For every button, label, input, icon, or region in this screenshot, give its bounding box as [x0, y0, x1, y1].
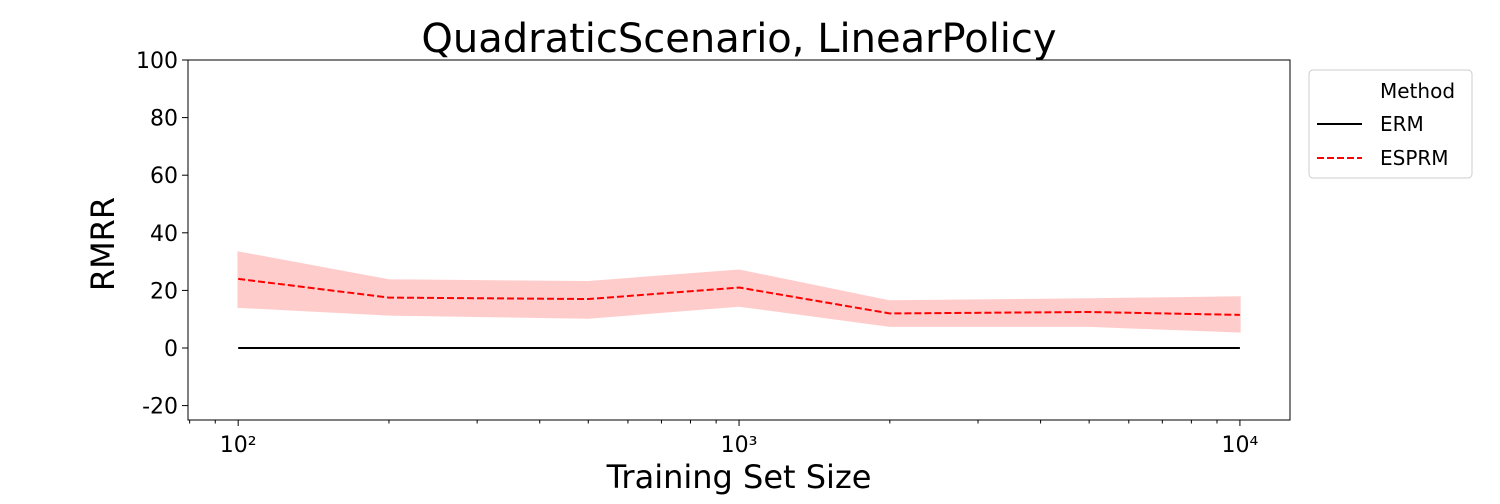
line	[238, 277, 1240, 316]
x-tick-label: 10²	[220, 433, 257, 458]
y-tick-label: 100	[136, 49, 178, 74]
legend-label: ESPRM	[1380, 146, 1449, 170]
y-axis-label: RMRR	[84, 197, 122, 291]
chart-title: QuadraticScenario, LinearPolicy	[421, 16, 1056, 62]
x-axis-label: Training Set Size	[606, 458, 872, 496]
x-tick-label: 10⁴	[1222, 433, 1259, 458]
confidence-band	[237, 251, 1241, 333]
y-tick-label: 80	[150, 107, 178, 132]
y-tick-label: 60	[150, 164, 178, 189]
y-tick-label: 0	[164, 337, 178, 362]
y-tick-label: 40	[150, 222, 178, 247]
y-tick-label: 20	[150, 279, 178, 304]
legend-label: ERM	[1380, 112, 1424, 136]
legend-title: Method	[1380, 79, 1455, 103]
x-tick-label: 10³	[721, 433, 758, 458]
legend-frame	[1308, 69, 1473, 179]
y-tick-label: -20	[142, 395, 178, 420]
plot-frame	[187, 59, 1291, 421]
